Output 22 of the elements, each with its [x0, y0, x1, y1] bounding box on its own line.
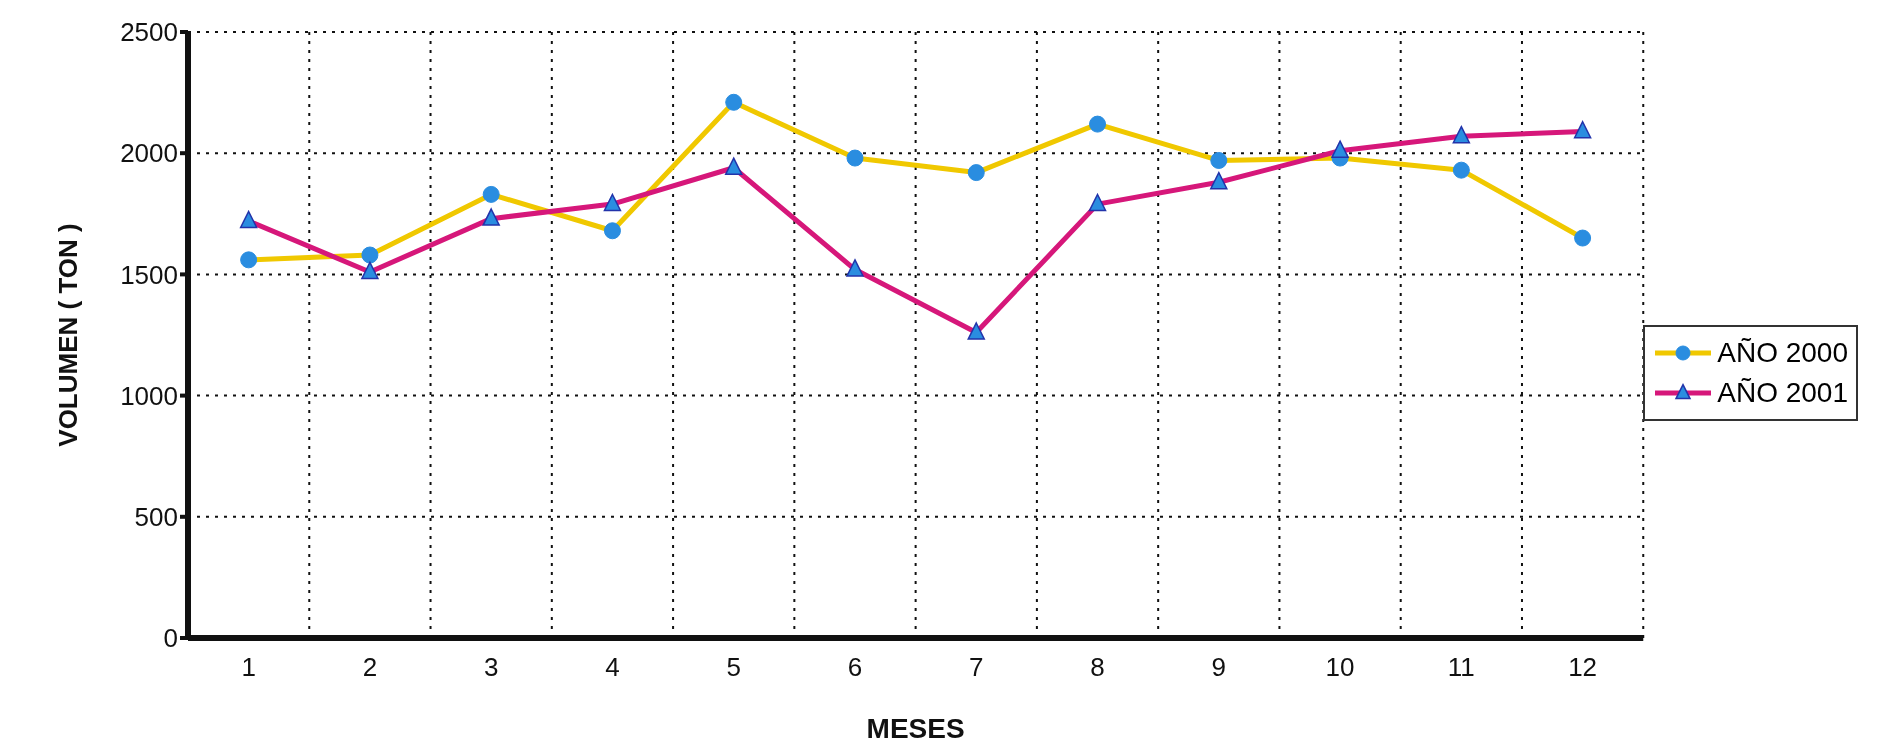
y-tick-label: 2000 — [120, 138, 178, 169]
x-tick-label: 12 — [1568, 652, 1598, 683]
x-tick-label: 11 — [1447, 652, 1475, 683]
x-tick-label: 1 — [241, 652, 256, 683]
x-tick-label: 4 — [605, 652, 620, 683]
x-axis-title: MESES — [866, 713, 965, 744]
x-tick-label: 7 — [969, 652, 984, 683]
legend-label: AÑO 2000 — [1717, 336, 1848, 370]
y-tick-label: 1000 — [120, 380, 178, 411]
x-tick-label: 5 — [726, 652, 741, 683]
y-tick-label: 2500 — [120, 17, 178, 48]
x-tick-label: 8 — [1090, 652, 1105, 683]
x-tick-label: 2 — [362, 652, 378, 683]
x-tick-label: 6 — [847, 652, 863, 683]
x-tick-label: 10 — [1325, 652, 1355, 683]
x-tick-label: 9 — [1211, 652, 1227, 683]
x-tick-label: 3 — [483, 652, 499, 683]
y-tick-label: 0 — [163, 623, 178, 654]
y-axis-title: VOLUMEN ( TON ) — [53, 223, 84, 447]
y-tick-label: 1500 — [120, 259, 178, 290]
legend-label: AÑO 2001 — [1717, 376, 1848, 410]
y-tick-label: 500 — [134, 502, 178, 533]
